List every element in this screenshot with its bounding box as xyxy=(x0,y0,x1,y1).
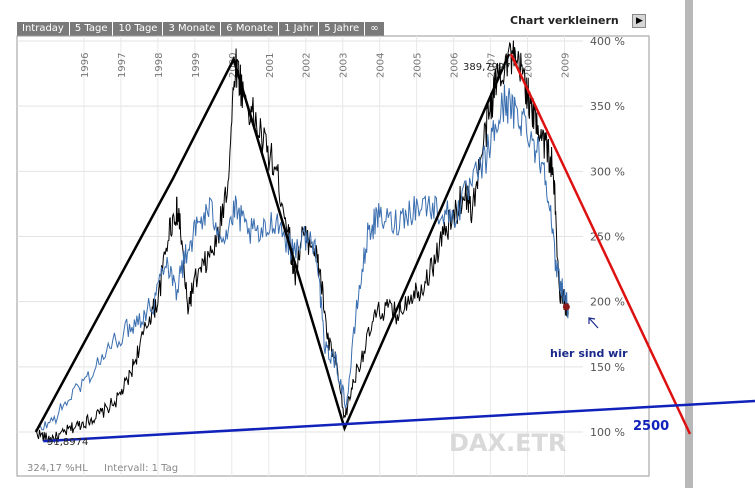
play-arrow-icon: ▶ xyxy=(636,16,643,26)
y-tick-label: 100 % xyxy=(590,426,625,439)
x-tick-label: 1998 xyxy=(154,53,165,78)
zigzag-trend-line xyxy=(34,53,511,433)
range-tab[interactable]: Intraday xyxy=(17,22,70,36)
current-point-marker xyxy=(562,303,570,311)
series-group xyxy=(35,40,569,444)
annotation-arrow-line xyxy=(588,317,599,329)
y-tick-label: 200 % xyxy=(590,296,625,309)
x-tick-label: 2001 xyxy=(265,53,276,78)
footer-range-label: 324,17 %HL xyxy=(27,463,88,474)
range-tabs: Intraday 5 Tage 10 Tage 3 Monate 6 Monate 1 J… xyxy=(17,22,385,36)
here-annotation: hier sind wir xyxy=(550,347,628,360)
grid: 400 %350 %300 %250 %200 %150 %100 %1996 1… xyxy=(17,35,625,476)
x-tick-label: 1999 xyxy=(191,53,202,78)
watermark: DAX.ETR xyxy=(449,429,566,457)
compare-series-line xyxy=(35,84,569,431)
x-tick-label: 2000 xyxy=(228,53,239,78)
x-tick-label: 2006 xyxy=(450,53,461,78)
label-group: 389,7997 91,8974 hier sind wir 2500 324,17 %… xyxy=(27,62,669,474)
annotation-arrow-head xyxy=(588,317,596,324)
price-series-line xyxy=(35,40,569,444)
window-edge xyxy=(685,0,693,488)
x-tick-label: 1997 xyxy=(117,53,128,78)
range-tab[interactable]: 10 Tage xyxy=(113,22,164,36)
x-tick-label: 1996 xyxy=(80,53,91,78)
x-tick-label: 2008 xyxy=(524,53,535,78)
plot-border xyxy=(16,35,650,477)
y-tick-label: 400 % xyxy=(590,35,625,48)
low-value-label: 91,8974 xyxy=(47,437,88,448)
y-tick-label: 150 % xyxy=(590,361,625,374)
x-tick-label: 2009 xyxy=(561,53,572,78)
range-tab[interactable]: 3 Monate xyxy=(163,22,222,36)
range-tab[interactable]: 6 Monate xyxy=(221,22,280,36)
peak-value-label: 389,7997 xyxy=(463,62,511,73)
range-tab[interactable]: 5 Jahre xyxy=(319,22,366,36)
x-tick-label: 2007 xyxy=(487,53,498,78)
footer-interval-label: Intervall: 1 Tag xyxy=(104,463,178,474)
overlay-group xyxy=(34,53,755,443)
downtrend-line xyxy=(509,53,692,435)
range-tab[interactable]: 5 Tage xyxy=(70,22,114,36)
x-tick-label: 2004 xyxy=(376,53,387,78)
range-tab[interactable]: 1 Jahr xyxy=(279,22,320,36)
x-tick-label: 2002 xyxy=(302,53,313,78)
level-2500-label: 2500 xyxy=(633,419,669,434)
support-line xyxy=(43,399,755,443)
chart-shrink-label[interactable]: Chart verkleinern xyxy=(510,14,619,27)
range-tab[interactable]: ∞ xyxy=(365,22,385,36)
y-tick-label: 350 % xyxy=(590,100,625,113)
x-tick-label: 2005 xyxy=(413,53,424,78)
chart-shrink-button[interactable]: ▶ xyxy=(632,14,646,28)
x-tick-label: 2003 xyxy=(339,53,350,78)
y-tick-label: 300 % xyxy=(590,165,625,178)
